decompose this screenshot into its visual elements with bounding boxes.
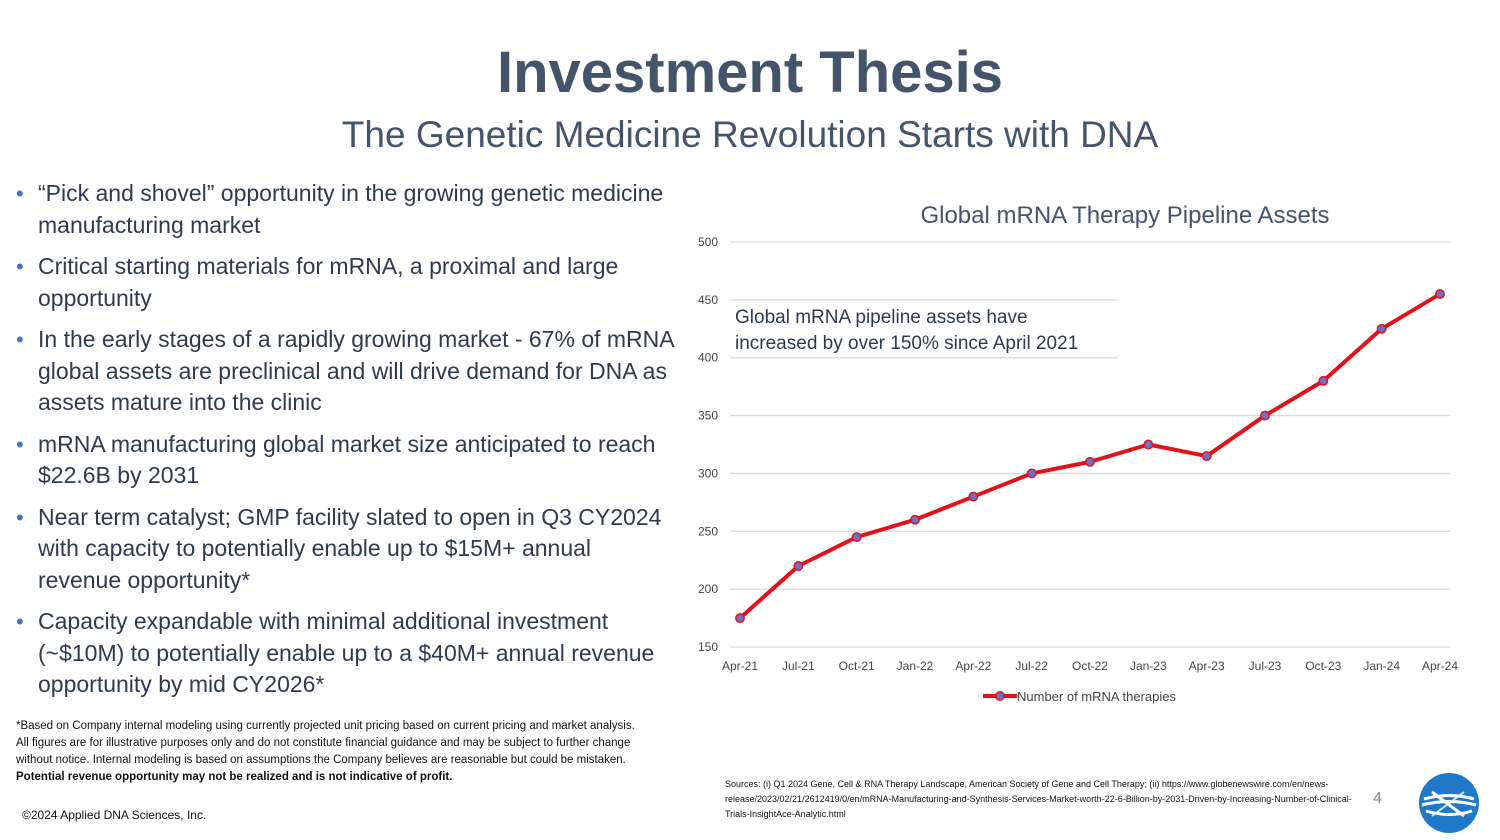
y-tick-label: 300 <box>698 466 718 480</box>
y-tick-label: 400 <box>698 351 718 365</box>
x-tick-label: Jul-21 <box>782 659 815 673</box>
annotation-backdrop <box>1118 294 1468 364</box>
y-tick-label: 150 <box>698 640 718 654</box>
bullet-text: Near term catalyst; GMP facility slated … <box>38 503 662 593</box>
bullet-dot-icon: • <box>16 609 24 634</box>
x-tick-label: Apr-22 <box>955 659 991 673</box>
data-point <box>1085 456 1095 467</box>
bullet-dot-icon: • <box>16 254 24 279</box>
data-point <box>1143 439 1154 450</box>
x-tick-label: Apr-23 <box>1189 659 1225 673</box>
data-point <box>1435 289 1445 300</box>
bullet-dot-icon: • <box>16 431 24 457</box>
bullet-item: • mRNA manufacturing global market size a… <box>14 429 674 492</box>
bullet-text: Critical starting materials for mRNA, a … <box>38 253 619 311</box>
bullet-text: Capacity expandable with minimal additio… <box>38 608 655 697</box>
x-tick-label: Jan-22 <box>897 659 934 673</box>
data-point <box>1318 375 1329 386</box>
data-point <box>1201 451 1212 462</box>
x-tick-label: Jul-22 <box>1015 659 1048 673</box>
legend-label: Number of mRNA therapies <box>1017 689 1176 704</box>
x-tick-label: Jul-23 <box>1249 659 1282 673</box>
bullet-item: • In the early stages of a rapidly growin… <box>14 324 674 419</box>
chart-title: Global mRNA Therapy Pipeline Assets <box>920 202 1329 229</box>
bullet-list: • “Pick and shovel” opportunity in the gr… <box>14 178 674 711</box>
data-point <box>1260 410 1270 421</box>
legend-marker <box>995 691 1005 701</box>
data-point <box>735 613 745 624</box>
sources-note: Sources: (i) Q1 2024 Gene, Cell & RNA Th… <box>725 779 1352 819</box>
page-title: Investment Thesis <box>496 40 1004 105</box>
y-tick-label: 450 <box>698 293 718 307</box>
bullet-dot-icon: • <box>16 504 24 530</box>
data-point <box>1376 323 1387 334</box>
x-tick-label: Oct-21 <box>839 659 875 673</box>
y-tick-label: 250 <box>698 524 718 538</box>
bullet-item: • Critical starting materials for mRNA, a… <box>14 251 674 314</box>
page-number: 4 <box>1373 790 1382 807</box>
applied-dna-logo-icon <box>1419 773 1479 833</box>
data-point <box>851 532 862 543</box>
bullet-text: mRNA manufacturing global market size an… <box>38 430 656 489</box>
annotation-line-1: Global mRNA pipeline assets have <box>735 307 1028 328</box>
bullet-item: • “Pick and shovel” opportunity in the gr… <box>14 178 674 241</box>
footnote-bold-text: Potential revenue opportunity may not be… <box>16 771 453 783</box>
x-tick-label: Oct-23 <box>1305 659 1341 673</box>
x-tick-label: Jan-24 <box>1363 659 1400 673</box>
data-point <box>793 561 804 571</box>
chart-legend: Number of mRNA therapies <box>983 689 1176 704</box>
bullet-text: In the early stages of a rapidly growing… <box>38 326 674 415</box>
footnote-text: *Based on Company internal modeling usin… <box>16 720 635 766</box>
data-point <box>910 514 920 525</box>
x-tick-label: Oct-22 <box>1072 659 1108 673</box>
y-tick-label: 350 <box>698 409 718 423</box>
y-tick-label: 200 <box>698 582 718 596</box>
bullet-dot-icon: • <box>16 327 24 352</box>
bullet-text: “Pick and shovel” opportunity in the gro… <box>38 180 664 238</box>
y-tick-label: 500 <box>698 235 718 249</box>
footnote: *Based on Company internal modeling usin… <box>16 718 636 786</box>
x-tick-label: Apr-21 <box>722 659 758 673</box>
annotation-line-2: increased by over 150% since April 2021 <box>735 333 1078 354</box>
page-subtitle: The Genetic Medicine Revolution Starts w… <box>341 114 1159 155</box>
x-tick-label: Apr-24 <box>1422 659 1458 673</box>
copyright: ©2024 Applied DNA Sciences, Inc. <box>22 808 207 822</box>
pipeline-chart: Global mRNA Therapy Pipeline Assets 150 2… <box>698 202 1468 704</box>
x-tick-label: Jan-23 <box>1130 659 1167 673</box>
data-point <box>1026 468 1037 479</box>
bullet-dot-icon: • <box>16 181 24 206</box>
chart-annotation: Global mRNA pipeline assets have increas… <box>735 307 1078 354</box>
bullet-item: • Near term catalyst; GMP facility slated… <box>14 502 674 597</box>
data-point <box>968 491 979 502</box>
bullet-item: • Capacity expandable with minimal additi… <box>14 606 674 701</box>
